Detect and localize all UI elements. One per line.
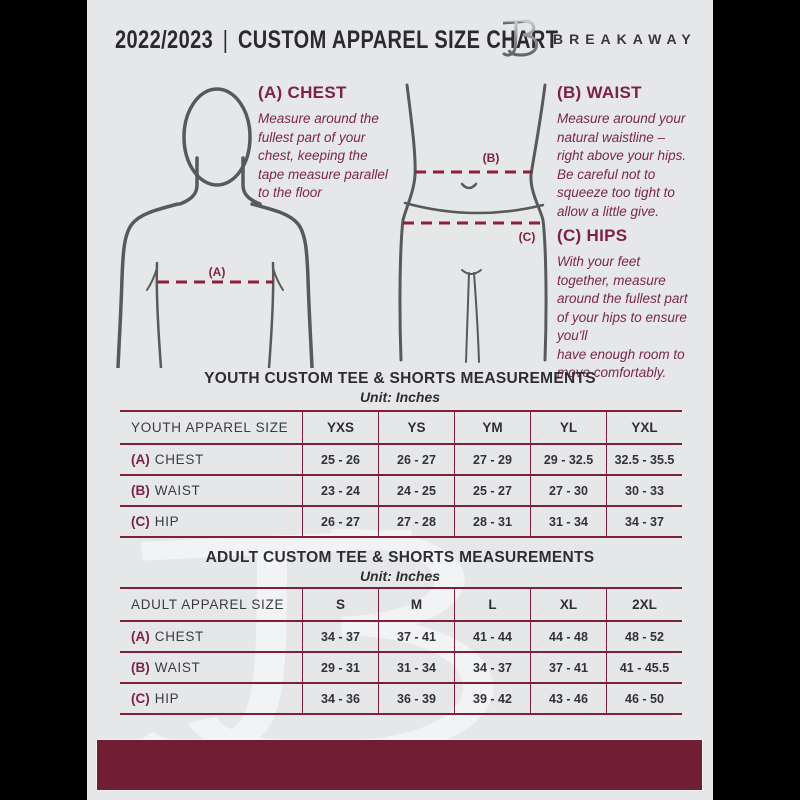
title-divider: | <box>222 26 229 54</box>
table-cell: 41 - 44 <box>454 622 530 651</box>
table-cell: 41 - 45.5 <box>606 653 682 682</box>
hips-marker-label: (C) <box>519 230 536 244</box>
table-cell: 29 - 32.5 <box>530 445 606 474</box>
row-prefix: (A) <box>131 452 150 467</box>
column-header: YL <box>530 412 606 443</box>
row-label: (B) WAIST <box>120 653 302 682</box>
column-header: YXL <box>606 412 682 443</box>
column-header: YXS <box>302 412 378 443</box>
table-cell: 27 - 29 <box>454 445 530 474</box>
chest-guide: (A) CHEST Measure around the fullest par… <box>258 83 423 203</box>
adult-table-title: ADULT CUSTOM TEE & SHORTS MEASUREMENTS <box>205 549 595 566</box>
table-cell: 25 - 27 <box>454 476 530 505</box>
brand-name: BREAKAWAY <box>553 31 697 47</box>
row-name: CHEST <box>154 629 205 644</box>
table-cell: 25 - 26 <box>302 445 378 474</box>
column-header: YOUTH APPAREL SIZE <box>131 420 289 435</box>
hips-guide: (C) HIPS With your feet together, measur… <box>557 226 707 383</box>
row-prefix: (B) <box>131 483 150 498</box>
column-header: M <box>378 589 454 620</box>
table-header-row: YOUTH APPAREL SIZE YXS YS YM YL YXL <box>120 412 682 445</box>
table-cell: 39 - 42 <box>454 684 530 713</box>
lower-body-diagram: (B) (C) <box>398 83 548 363</box>
row-label: (A) CHEST <box>120 445 302 474</box>
chest-heading: (A) CHEST <box>258 83 347 102</box>
table-cell: 44 - 48 <box>530 622 606 651</box>
row-prefix: (C) <box>131 514 150 529</box>
row-label: (C) HIP <box>120 507 302 536</box>
page-title: 2022/2023 | CUSTOM APPAREL SIZE CHART <box>115 26 558 55</box>
table-cell: 26 - 27 <box>378 445 454 474</box>
table-row: (B) WAIST 29 - 31 31 - 34 34 - 37 37 - 41… <box>120 653 682 684</box>
table-cell: 29 - 31 <box>302 653 378 682</box>
adult-size-table: ADULT APPAREL SIZE S M L XL 2XL (A) CHEST… <box>120 587 682 715</box>
youth-table-unit: Unit: Inches <box>359 389 441 405</box>
breakaway-b-logo-icon <box>501 19 539 57</box>
table-cell: 48 - 52 <box>606 622 682 651</box>
footer-accent-bar <box>97 740 702 790</box>
table-row: (A) CHEST 34 - 37 37 - 41 41 - 44 44 - 48… <box>120 622 682 653</box>
table-row: (C) HIP 34 - 36 36 - 39 39 - 42 43 - 46 4… <box>120 684 682 715</box>
table-cell: 27 - 28 <box>378 507 454 536</box>
row-name: WAIST <box>154 660 201 675</box>
table-cell: 32.5 - 35.5 <box>606 445 682 474</box>
row-label: (C) HIP <box>120 684 302 713</box>
table-cell: 34 - 37 <box>302 622 378 651</box>
youth-size-table: YOUTH APPAREL SIZE YXS YS YM YL YXL (A) C… <box>120 410 682 538</box>
row-name: WAIST <box>154 483 201 498</box>
waist-heading: (B) WAIST <box>557 83 642 102</box>
column-header: YM <box>454 412 530 443</box>
row-name: CHEST <box>154 452 205 467</box>
row-label: (A) CHEST <box>120 622 302 651</box>
table-cell: 34 - 37 <box>606 507 682 536</box>
table-cell: 36 - 39 <box>378 684 454 713</box>
table-cell: 23 - 24 <box>302 476 378 505</box>
waist-marker-label: (B) <box>483 151 500 165</box>
waist-guide: (B) WAIST Measure around your natural wa… <box>557 83 707 221</box>
chest-instructions: Measure around the fullest part of your … <box>258 111 388 200</box>
hips-heading: (C) HIPS <box>557 226 628 245</box>
column-header: XL <box>530 589 606 620</box>
table-row: (C) HIP 26 - 27 27 - 28 28 - 31 31 - 34 3… <box>120 507 682 538</box>
row-prefix: (C) <box>131 691 150 706</box>
youth-table-title: YOUTH CUSTOM TEE & SHORTS MEASUREMENTS <box>204 370 596 387</box>
table-cell: 37 - 41 <box>530 653 606 682</box>
adult-table-unit: Unit: Inches <box>359 568 441 584</box>
table-cell: 24 - 25 <box>378 476 454 505</box>
table-header-row: ADULT APPAREL SIZE S M L XL 2XL <box>120 589 682 622</box>
table-cell: 43 - 46 <box>530 684 606 713</box>
table-cell: 27 - 30 <box>530 476 606 505</box>
table-cell: 28 - 31 <box>454 507 530 536</box>
table-cell: 26 - 27 <box>302 507 378 536</box>
table-cell: 46 - 50 <box>606 684 682 713</box>
title-label: CUSTOM APPAREL SIZE CHART <box>237 26 559 54</box>
season-label: 2022/2023 <box>115 26 214 54</box>
table-cell: 31 - 34 <box>378 653 454 682</box>
table-cell: 34 - 36 <box>302 684 378 713</box>
hips-instructions: With your feet together, measure around … <box>557 254 688 380</box>
column-header: YS <box>378 412 454 443</box>
row-label: (B) WAIST <box>120 476 302 505</box>
upper-body-diagram: (A) <box>116 87 314 368</box>
size-chart-page: 2022/2023 | CUSTOM APPAREL SIZE CHART BREA… <box>87 0 713 800</box>
column-header: 2XL <box>606 589 682 620</box>
table-row: (B) WAIST 23 - 24 24 - 25 25 - 27 27 - 30… <box>120 476 682 507</box>
table-cell: 31 - 34 <box>530 507 606 536</box>
row-name: HIP <box>154 691 180 706</box>
column-header: L <box>454 589 530 620</box>
column-header: S <box>302 589 378 620</box>
waist-instructions: Measure around your natural waistline – … <box>557 111 687 219</box>
table-cell: 34 - 37 <box>454 653 530 682</box>
column-header: ADULT APPAREL SIZE <box>131 597 285 612</box>
table-cell: 30 - 33 <box>606 476 682 505</box>
row-name: HIP <box>154 514 180 529</box>
table-row: (A) CHEST 25 - 26 26 - 27 27 - 29 29 - 32… <box>120 445 682 476</box>
row-prefix: (A) <box>131 629 150 644</box>
row-prefix: (B) <box>131 660 150 675</box>
chest-marker-label: (A) <box>209 265 226 279</box>
table-cell: 37 - 41 <box>378 622 454 651</box>
